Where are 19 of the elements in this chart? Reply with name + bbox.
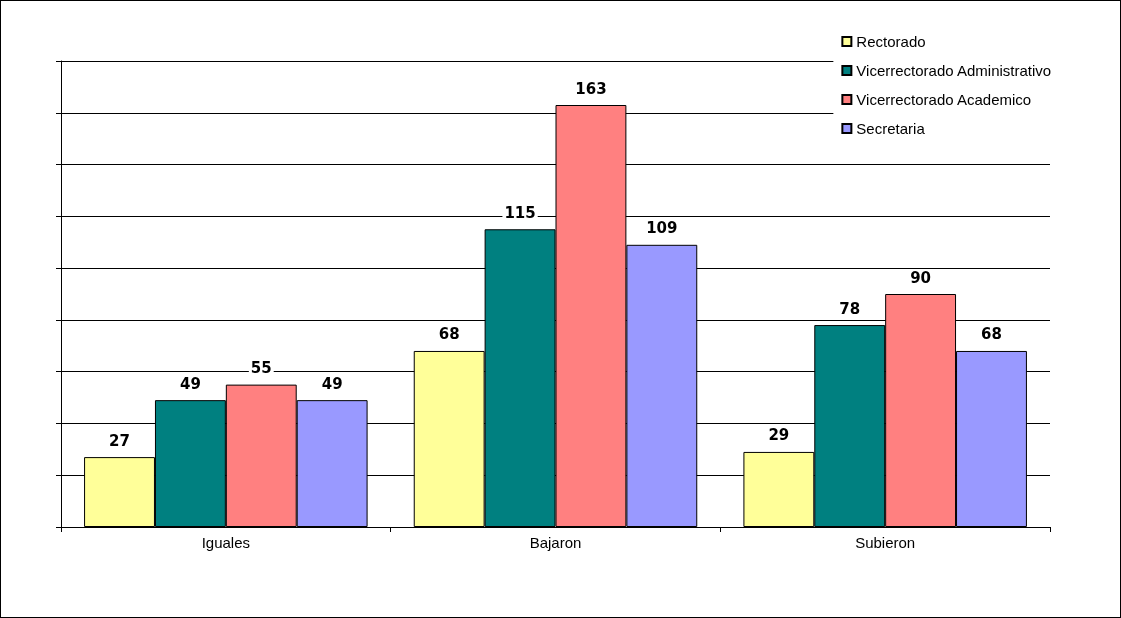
- data-label: 78: [839, 299, 861, 318]
- legend-label: Vicerrectorado Administrativo: [856, 62, 1052, 79]
- x-tick-label: Subieron: [855, 534, 916, 551]
- legend-label: Rectorado: [856, 33, 926, 50]
- data-label: 49: [321, 374, 343, 393]
- data-label: 49: [179, 374, 201, 393]
- data-label: 68: [438, 325, 460, 344]
- data-label: 115: [504, 203, 536, 222]
- data-label: 68: [981, 325, 1002, 344]
- x-tick-label: Iguales: [201, 534, 251, 551]
- data-label: 55: [250, 359, 272, 378]
- legend-label: Secretaria: [856, 120, 926, 137]
- x-tick-label: Bajaron: [529, 534, 582, 551]
- data-label: 163: [575, 79, 607, 98]
- data-label: 27: [109, 431, 130, 450]
- legend-label: Vicerrectorado Academico: [856, 91, 1032, 108]
- data-label: 109: [646, 219, 678, 238]
- data-label: 29: [768, 426, 790, 445]
- data-label: 90: [910, 268, 932, 287]
